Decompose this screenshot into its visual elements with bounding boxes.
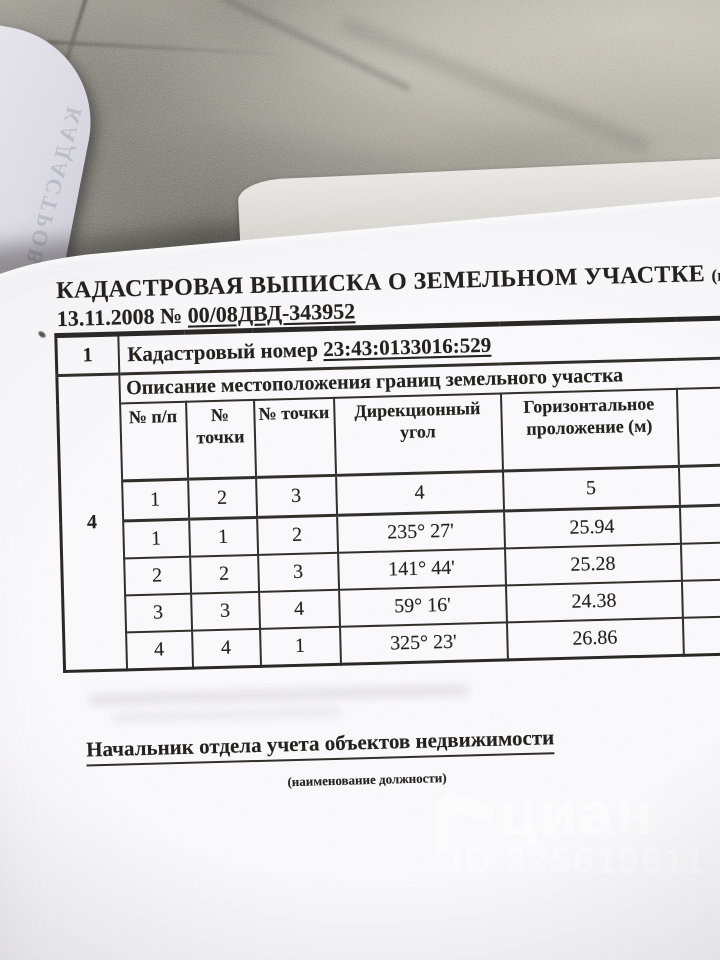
- watermark-id: ID 325619611: [452, 840, 707, 881]
- cian-watermark-text: циан: [500, 780, 656, 847]
